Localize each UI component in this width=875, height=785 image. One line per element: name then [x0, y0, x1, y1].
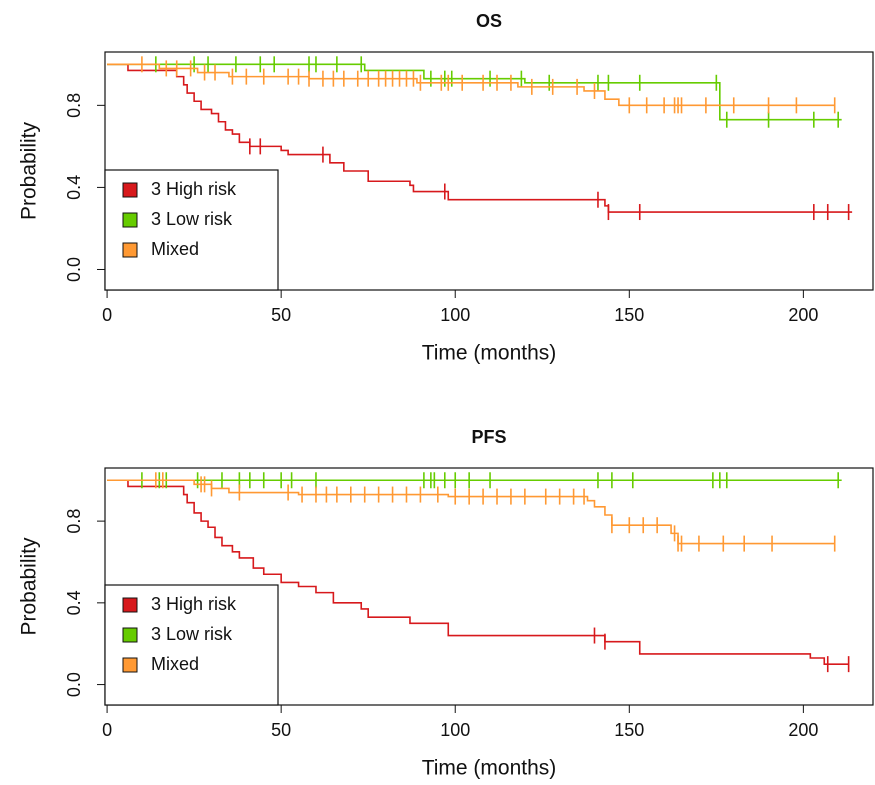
legend-label: 3 High risk — [151, 594, 237, 614]
x-axis-title: Time (months) — [422, 757, 557, 780]
legend-label: 3 High risk — [151, 179, 237, 199]
survival-curve — [107, 479, 835, 545]
x-tick-label: 0 — [102, 720, 112, 740]
y-axis-title: Probability — [18, 537, 41, 636]
x-tick-label: 50 — [271, 305, 291, 325]
survival-curve — [107, 63, 842, 121]
y-axis-title: Probability — [18, 121, 41, 220]
legend-swatch — [122, 182, 138, 198]
y-tick-label: 0.0 — [64, 257, 84, 282]
legend-swatch — [122, 597, 138, 613]
legend-label: Mixed — [151, 654, 199, 674]
y-tick-label: 0.8 — [64, 93, 84, 118]
y-tick-label: 0.4 — [64, 590, 84, 615]
x-tick-label: 200 — [788, 305, 818, 325]
x-tick-label: 50 — [271, 720, 291, 740]
y-tick-label: 0.8 — [64, 509, 84, 534]
x-axis-title: Time (months) — [422, 342, 557, 365]
chart-title: OS — [476, 11, 502, 31]
x-tick-label: 0 — [102, 305, 112, 325]
survival-curve — [107, 63, 853, 213]
x-tick-label: 200 — [788, 720, 818, 740]
legend-label: 3 Low risk — [151, 209, 233, 229]
legend-swatch — [122, 212, 138, 228]
legend-label: Mixed — [151, 239, 199, 259]
x-tick-label: 100 — [440, 720, 470, 740]
y-tick-label: 0.4 — [64, 175, 84, 200]
legend-label: 3 Low risk — [151, 624, 233, 644]
panel: PFS 0 50 100 150 200 0.0 0.4 0.8 Time (months) Pro… — [18, 427, 874, 780]
survival-curve — [107, 479, 849, 665]
legend-swatch — [122, 627, 138, 643]
x-tick-label: 150 — [614, 720, 644, 740]
survival-curve — [107, 63, 835, 107]
x-tick-label: 150 — [614, 305, 644, 325]
y-tick-label: 0.0 — [64, 672, 84, 697]
legend-swatch — [122, 242, 138, 258]
x-tick-label: 100 — [440, 305, 470, 325]
panel: OS 0 50 100 150 200 0.0 0.4 0.8 Time (months) Prob… — [18, 11, 874, 365]
legend-swatch — [122, 657, 138, 673]
chart-title: PFS — [471, 427, 506, 447]
